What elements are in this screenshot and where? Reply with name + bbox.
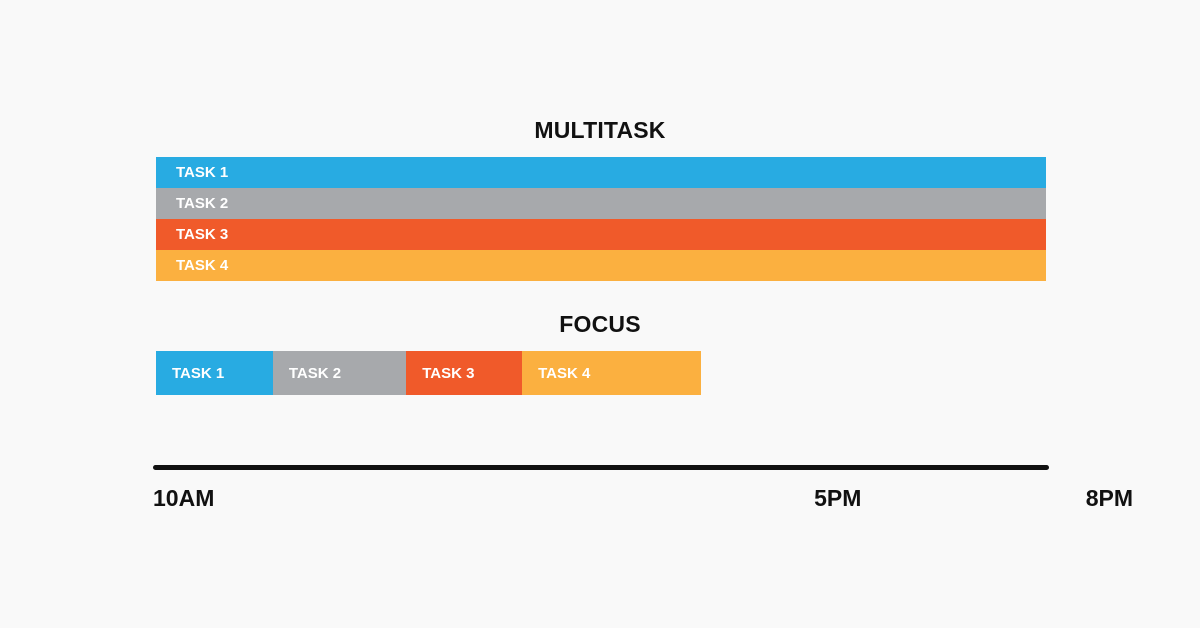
multitask-bar: TASK 2 [156, 188, 1046, 219]
focus-bar: TASK 1 [156, 351, 273, 395]
multitask-bar-label: TASK 4 [176, 257, 229, 274]
focus-title: FOCUS [559, 311, 641, 337]
multitask-bar-label: TASK 3 [176, 226, 229, 243]
axis-tick-label: 5PM [814, 485, 862, 511]
multitask-title: MULTITASK [534, 117, 666, 143]
multitask-bar: TASK 4 [156, 250, 1046, 281]
multitask-bar: TASK 1 [156, 157, 1046, 188]
multitask-bar-label: TASK 1 [176, 164, 229, 181]
focus-bar: TASK 4 [522, 351, 702, 395]
focus-bar: TASK 2 [272, 351, 407, 395]
multitask-bar: TASK 3 [156, 219, 1046, 250]
focus-bar-label: TASK 4 [538, 364, 591, 382]
focus-bar: TASK 3 [406, 351, 523, 395]
focus-bar-label: TASK 1 [172, 364, 225, 382]
time-axis-line [153, 465, 1049, 470]
multitask-bar-label: TASK 2 [176, 195, 229, 212]
focus-bar-label: TASK 2 [288, 364, 342, 382]
focus-bar-label: TASK 3 [422, 364, 475, 382]
axis-tick-label: 10AM [153, 485, 215, 511]
axis-tick-label: 8PM [1085, 485, 1133, 511]
